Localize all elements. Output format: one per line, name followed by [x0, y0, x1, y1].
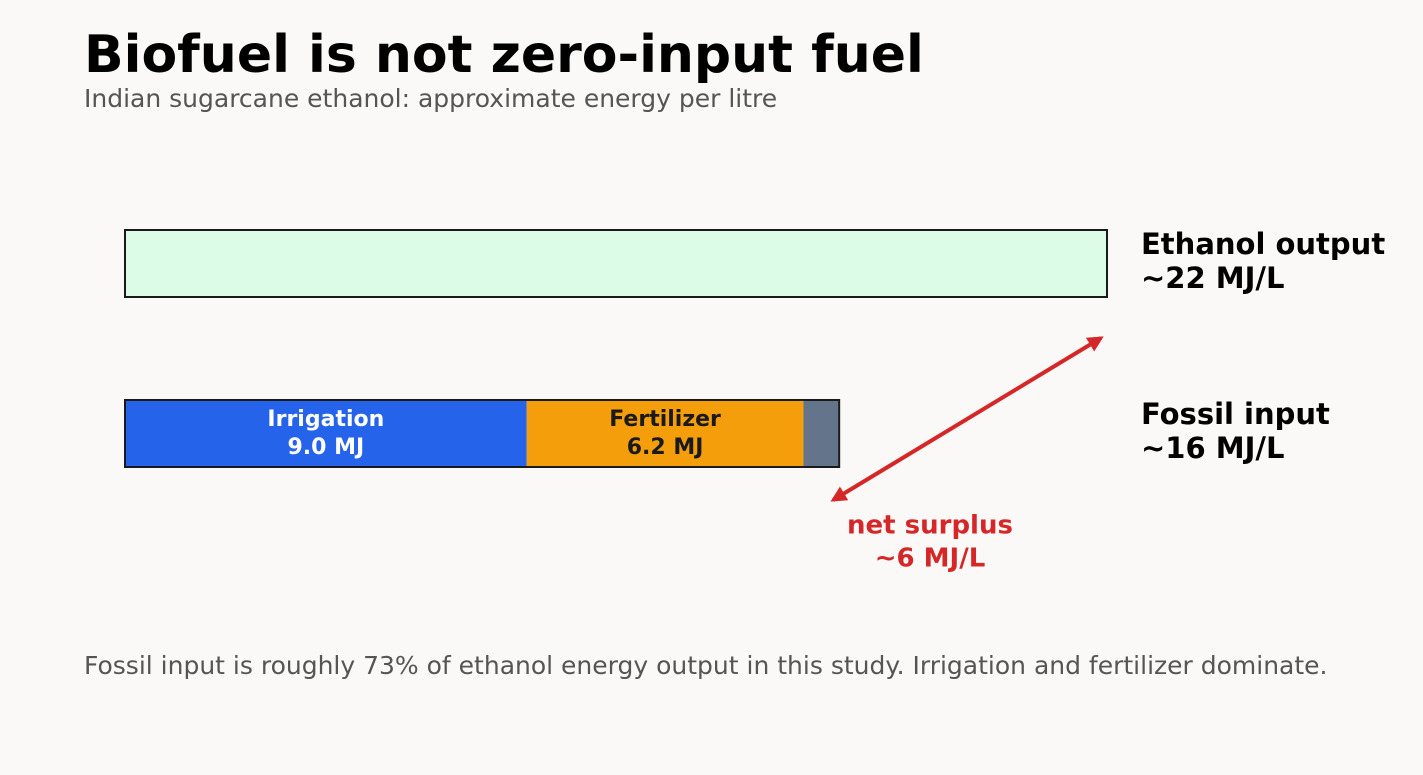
bar-segment [526, 400, 804, 467]
annotation-value-label: ~6 MJ/L [875, 544, 986, 574]
segment-label: Irrigation [267, 407, 384, 432]
bar-label: Fossil input [1141, 397, 1330, 431]
segment-value-label: 9.0 MJ [288, 435, 365, 460]
bar-label: Ethanol output [1141, 227, 1385, 261]
bar-outline [124, 229, 1108, 298]
bar-segment [125, 230, 1107, 297]
segment-value-label: 6.2 MJ [627, 435, 704, 460]
chart-note: Fossil input is roughly 73% of ethanol e… [84, 651, 1328, 680]
chart-subtitle: Indian sugarcane ethanol: approximate en… [84, 84, 777, 113]
chart-title: Biofuel is not zero-input fuel [84, 25, 924, 85]
surplus-arrow [830, 336, 1104, 502]
bar-segment [125, 400, 527, 467]
bar-total-label: ~16 MJ/L [1141, 431, 1284, 465]
bar-total-label: ~22 MJ/L [1141, 261, 1284, 295]
annotation-text: net surplus [847, 511, 1013, 541]
segment-label: Fertilizer [609, 407, 721, 432]
bar-segment [803, 400, 840, 467]
